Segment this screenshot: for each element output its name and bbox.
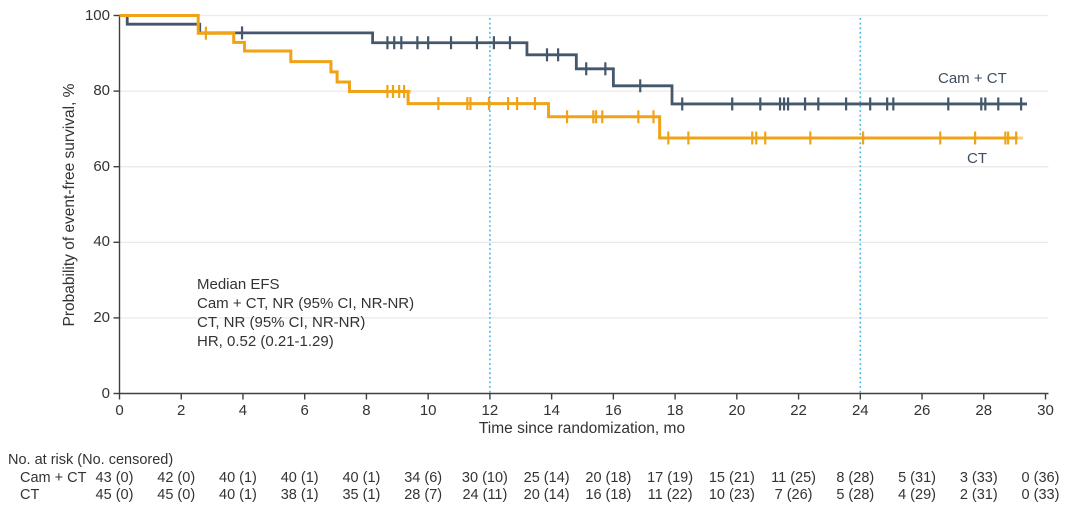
x-tick-label: 16	[605, 402, 622, 419]
risk-value: 34 (6)	[404, 470, 443, 486]
x-axis-title: Time since randomization, mo	[478, 420, 686, 437]
y-tick-label: 20	[93, 308, 110, 326]
risk-value: 40 (1)	[342, 470, 381, 486]
risk-value: 4 (29)	[898, 487, 936, 503]
annotation-line-cam-ct: Cam + CT, NR (95% CI, NR-NR)	[197, 295, 415, 312]
survival-curve-ct	[119, 14, 1018, 140]
risk-value: 38 (1)	[280, 487, 319, 503]
risk-value: 40 (1)	[219, 470, 257, 486]
risk-value: 10 (23)	[708, 487, 755, 503]
risk-value: 0 (36)	[1021, 470, 1060, 486]
risk-value: 45 (0)	[157, 487, 196, 503]
y-tick-label: 60	[93, 157, 110, 175]
annotation-line-ct: CT, NR (95% CI, NR-NR)	[197, 314, 366, 331]
risk-value: 20 (14)	[523, 487, 570, 503]
risk-value: 0 (33)	[1021, 487, 1060, 503]
x-tick-label: 8	[362, 402, 371, 419]
y-tick-label: 40	[93, 233, 110, 251]
risk-value: 15 (21)	[708, 470, 755, 486]
risk-value: 7 (26)	[774, 487, 813, 503]
risk-value: 40 (1)	[280, 470, 319, 486]
risk-value: 20 (18)	[585, 470, 632, 486]
x-tick-label: 28	[975, 402, 993, 419]
survival-curve-cam-ct	[119, 14, 1027, 106]
x-tick-label: 26	[913, 402, 931, 419]
x-tick-label: 18	[666, 402, 684, 419]
x-tick-label: 10	[419, 402, 437, 419]
risk-value: 45 (0)	[95, 487, 134, 503]
annotation-line-hr: HR, 0.52 (0.21-1.29)	[197, 333, 334, 350]
curve-label-cam-ct: Cam + CT	[938, 70, 1007, 87]
risk-value: 2 (31)	[959, 487, 998, 503]
y-tick-label: 100	[84, 6, 110, 24]
x-tick-label: 24	[851, 402, 869, 419]
risk-value: 35 (1)	[342, 487, 381, 503]
x-tick-label: 6	[300, 402, 309, 419]
x-tick-label: 14	[543, 402, 560, 419]
median-efs-annotation: Median EFS Cam + CT, NR (95% CI, NR-NR) …	[197, 275, 414, 351]
y-axis-title: Probability of event-free survival, %	[61, 83, 78, 327]
risk-value: 28 (7)	[404, 487, 443, 503]
risk-value: 8 (28)	[836, 470, 875, 486]
risk-value: 40 (1)	[219, 487, 257, 503]
risk-value: 24 (11)	[462, 487, 508, 503]
x-tick-label: 4	[238, 402, 248, 419]
risk-value: 30 (10)	[461, 470, 508, 486]
risk-table-header: No. at risk (No. censored)	[8, 452, 174, 468]
risk-value: 5 (28)	[836, 487, 875, 503]
risk-value: 43 (0)	[95, 470, 134, 486]
x-tick-label: 30	[1037, 402, 1054, 419]
risk-value: 16 (18)	[585, 487, 632, 503]
y-tick-label: 80	[93, 82, 110, 100]
risk-value: 25 (14)	[523, 470, 570, 486]
risk-value: 5 (31)	[898, 470, 936, 486]
risk-value: 11 (25)	[771, 470, 816, 486]
risk-row-label-cam-ct: Cam + CT	[20, 470, 87, 486]
x-tick-label: 12	[481, 402, 499, 419]
x-tick-label: 20	[728, 402, 746, 419]
x-tick-label: 2	[177, 402, 186, 419]
risk-value: 3 (33)	[959, 470, 998, 486]
x-tick-label: 22	[790, 402, 807, 419]
x-tick-label: 0	[115, 402, 124, 419]
risk-value: 17 (19)	[647, 470, 694, 486]
risk-value: 11 (22)	[647, 487, 693, 503]
curve-label-ct: CT	[967, 150, 987, 167]
y-tick-label: 0	[101, 384, 110, 402]
risk-row-label-ct: CT	[20, 487, 40, 503]
annotation-line-median-efs: Median EFS	[197, 276, 280, 293]
risk-value: 42 (0)	[157, 470, 196, 486]
